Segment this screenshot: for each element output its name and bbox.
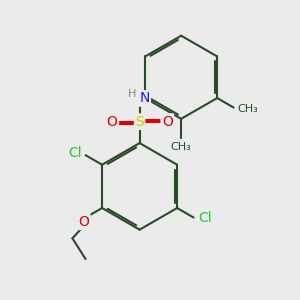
- Text: O: O: [106, 115, 117, 129]
- Text: CH₃: CH₃: [237, 104, 258, 114]
- Text: N: N: [139, 92, 150, 105]
- Text: Cl: Cl: [68, 146, 82, 160]
- Text: Cl: Cl: [198, 211, 212, 224]
- Text: S: S: [135, 115, 144, 129]
- Text: H: H: [128, 89, 136, 99]
- Text: CH₃: CH₃: [171, 142, 192, 152]
- Text: O: O: [162, 115, 173, 129]
- Text: O: O: [78, 215, 89, 229]
